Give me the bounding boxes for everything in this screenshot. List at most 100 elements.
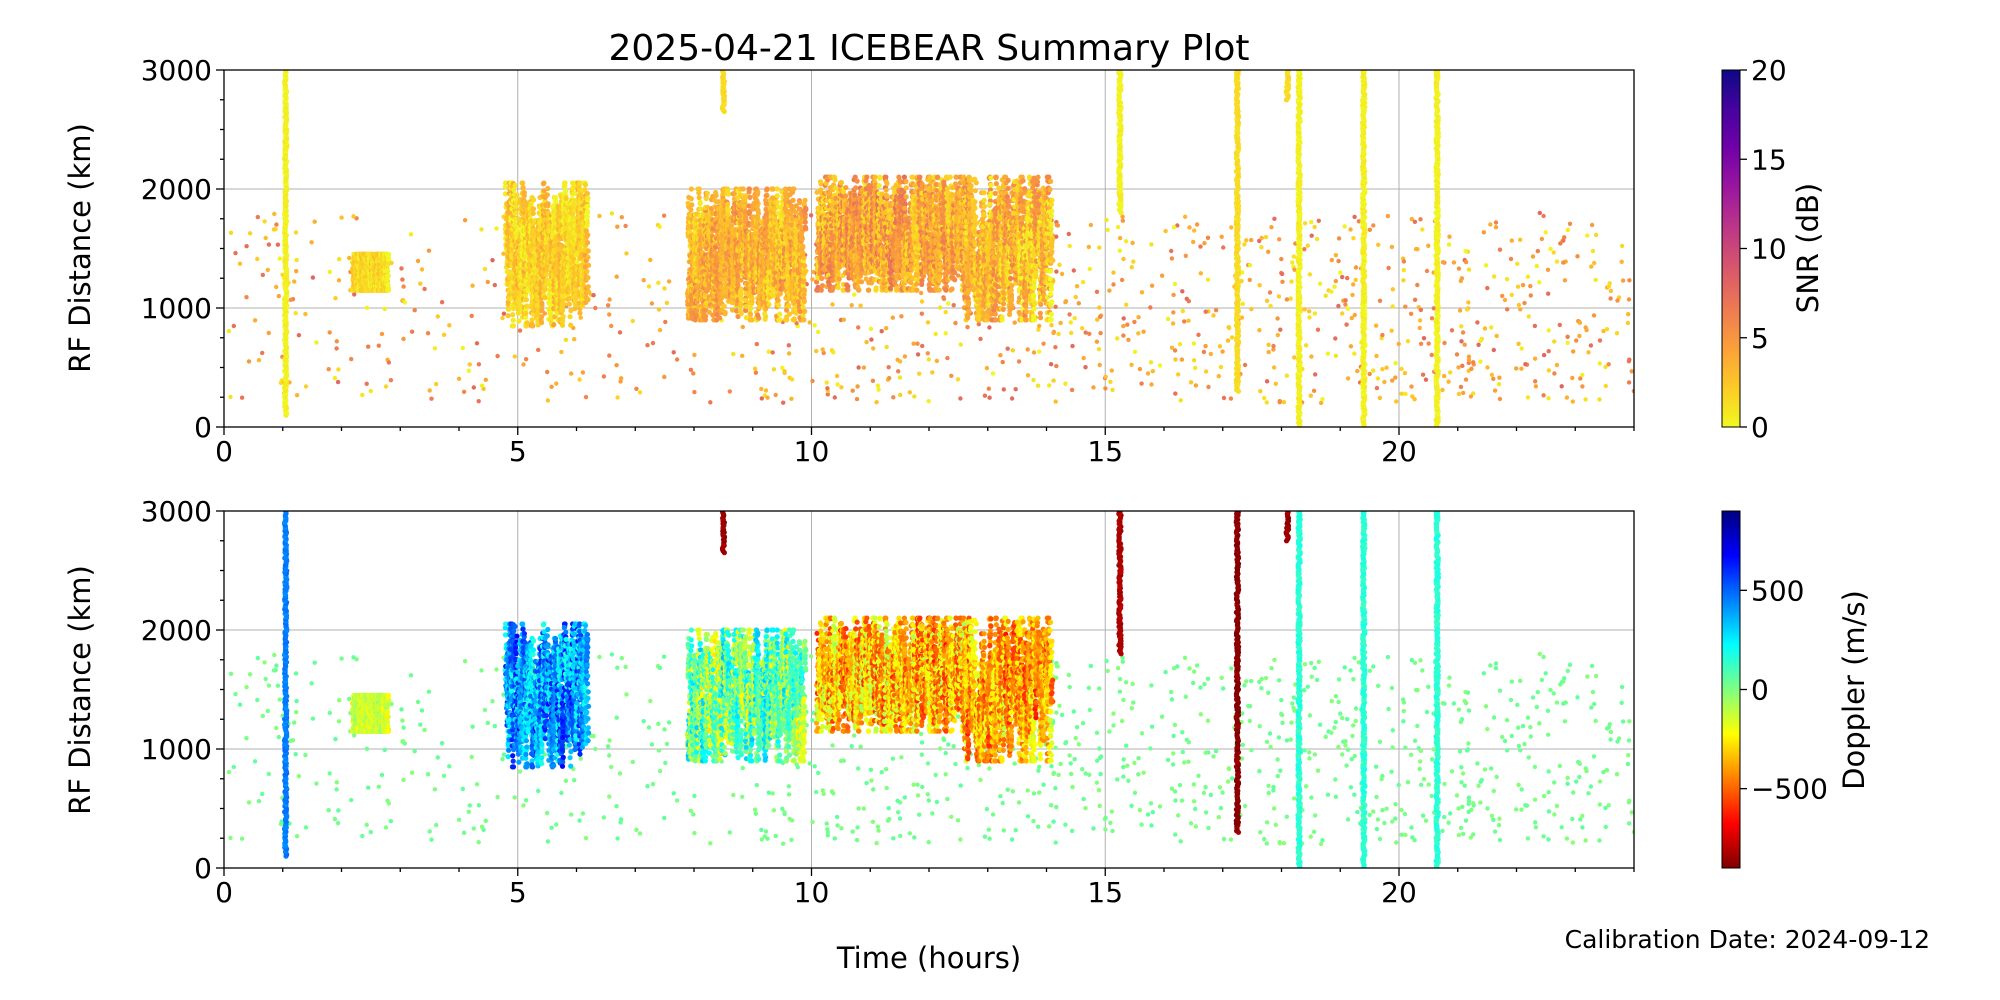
scatter-point [1589, 222, 1595, 228]
scatter-point [1191, 358, 1197, 363]
scatter-point [554, 381, 559, 386]
scatter-point [958, 342, 963, 347]
scatter-point [1267, 290, 1273, 295]
scatter-point [585, 297, 591, 303]
scatter-point [1389, 244, 1395, 250]
scatter-point [656, 280, 661, 285]
scatter-point [831, 350, 836, 355]
scatter-point [884, 344, 889, 350]
scatter-point [1141, 329, 1146, 334]
scatter-point [746, 186, 753, 192]
scatter-point [879, 329, 884, 334]
scatter-point [326, 367, 331, 372]
scatter-point [1119, 277, 1125, 283]
scatter-point [674, 357, 680, 362]
scatter-point [1382, 379, 1387, 385]
scatter-point [1466, 354, 1472, 359]
scatter-point [1121, 256, 1126, 262]
scatter-point [646, 284, 652, 289]
scatter-point [520, 180, 526, 186]
scatter-point [1429, 352, 1434, 358]
scatter-point [1442, 373, 1447, 379]
scatter-point [524, 320, 530, 326]
scatter-point [943, 309, 948, 315]
scatter-point [1418, 307, 1424, 313]
scatter-point [773, 392, 778, 398]
scatter-point [237, 261, 243, 266]
scatter-point [1262, 395, 1267, 401]
scatter-point [1149, 382, 1154, 387]
scatter-point [717, 315, 723, 321]
scatter-point [1420, 227, 1425, 232]
scatter-point [1396, 341, 1401, 347]
scatter-point [753, 370, 759, 375]
scatter-point [1051, 378, 1056, 383]
scatter-point [1528, 283, 1533, 289]
scatter-point [945, 355, 950, 361]
scatter-point [585, 195, 591, 201]
scatter-point [1619, 259, 1624, 264]
scatter-point [303, 384, 309, 389]
scatter-point [1280, 279, 1285, 284]
scatter-point [1475, 320, 1480, 325]
scatter-point [722, 309, 728, 315]
scatter-point [1403, 304, 1408, 309]
scatter-point [559, 301, 566, 307]
scatter-point [810, 378, 815, 384]
scatter-point [856, 325, 861, 330]
scatter-point [917, 371, 922, 376]
scatter-point [1458, 384, 1464, 390]
scatter-point [584, 268, 590, 274]
scatter-point [649, 301, 655, 306]
scatter-point [856, 365, 861, 370]
scatter-point [1187, 225, 1192, 230]
scatter-point [1264, 298, 1270, 303]
scatter-point [1488, 222, 1493, 227]
scatter-point [987, 395, 992, 400]
scatter-point [1515, 284, 1521, 289]
scatter-point [1459, 276, 1465, 281]
scatter-point [506, 306, 512, 312]
scatter-point [1401, 267, 1407, 273]
scatter-point [1219, 234, 1224, 239]
scatter-point [915, 352, 921, 357]
scatter-point [1546, 396, 1551, 401]
scatter-point [1367, 227, 1373, 232]
scatter-point [277, 256, 282, 261]
scatter-point [1539, 236, 1545, 242]
scatter-point [926, 357, 931, 362]
scatter-point [470, 283, 475, 288]
scatter-point [1242, 242, 1247, 247]
scatter-point [1171, 225, 1177, 230]
scatter-point [1393, 375, 1398, 380]
scatter-point [1192, 228, 1197, 233]
scatter-point [1124, 302, 1129, 307]
scatter-point [1203, 343, 1208, 349]
scatter-point [641, 278, 646, 283]
scatter-point [517, 328, 523, 333]
scatter-point [1132, 349, 1138, 354]
scatter-point [1505, 307, 1510, 312]
scatter-point [1136, 331, 1141, 336]
scatter-point [310, 275, 316, 280]
scatter-point [572, 337, 577, 342]
scatter-point [1608, 288, 1614, 294]
scatter-point [303, 311, 308, 317]
scatter-point [368, 388, 373, 394]
scatter-point [1442, 340, 1447, 346]
scatter-point [1384, 365, 1389, 370]
scatter-point [1431, 306, 1437, 311]
scatter-point [1461, 390, 1466, 396]
scatter-point [510, 312, 516, 318]
scatter-point [1345, 376, 1351, 381]
scatter-point [1308, 393, 1314, 398]
scatter-point [1097, 305, 1102, 310]
scatter-point [1239, 315, 1245, 320]
scatter-point [810, 277, 815, 282]
scatter-point [1534, 263, 1540, 269]
scatter-point [1336, 236, 1342, 241]
scatter-point [1188, 380, 1194, 385]
scatter-point [740, 186, 746, 192]
scatter-point [607, 353, 612, 358]
scatter-point [1577, 320, 1583, 325]
